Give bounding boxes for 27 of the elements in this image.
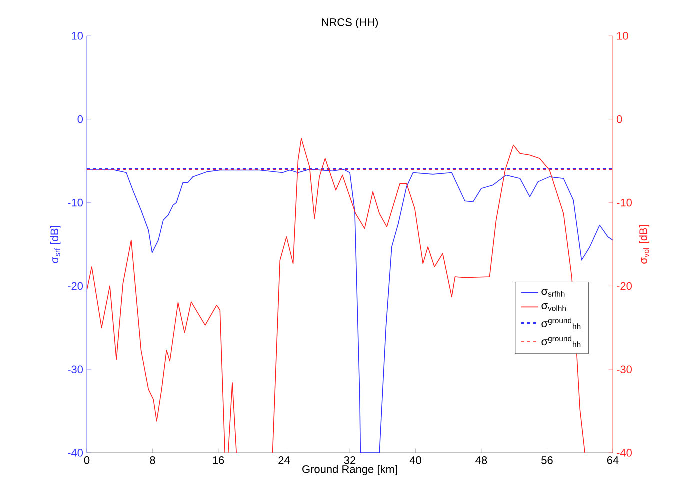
x-tick-label: 16	[213, 456, 224, 464]
legend-label: σ$_{volhh}$	[542, 304, 566, 312]
x-tick-label: 56	[542, 456, 553, 464]
y-tick-label: -30	[68, 366, 84, 374]
y-tick-label: -10	[68, 198, 84, 207]
y2-tick-label: -30	[617, 366, 632, 374]
x-axis-title: Ground Range [km]	[302, 465, 398, 476]
y2-tick-label: 0	[616, 116, 622, 124]
y-tick-label: -20	[68, 282, 84, 290]
y2-tick-label: -10	[617, 198, 632, 207]
y-tick-label: 0	[78, 116, 84, 124]
x-tick-label: 64	[607, 456, 619, 464]
x-tick-label: 24	[278, 456, 290, 464]
y-axis-title: σ$_{srf}$ [dB]	[50, 226, 61, 264]
chart-title: NRCS (HH)	[322, 18, 378, 28]
y2-tick-label: -40	[617, 449, 632, 457]
y2-tick-label: -20	[617, 282, 632, 290]
legend-label: σ$_{srfhh}$	[542, 289, 565, 297]
y2-axis-title: σ$_{vol}$ [dB]	[639, 225, 650, 264]
x-tick-label: 0	[84, 456, 90, 464]
x-tick-label: 32	[344, 456, 356, 464]
x-tick-label: 48	[476, 456, 488, 464]
y-tick-label: 10	[72, 32, 84, 40]
x-tick-label: 8	[150, 456, 156, 464]
y2-tick-label: 10	[617, 32, 628, 40]
y-tick-label: -40	[68, 449, 84, 457]
x-tick-label: 40	[410, 456, 422, 464]
